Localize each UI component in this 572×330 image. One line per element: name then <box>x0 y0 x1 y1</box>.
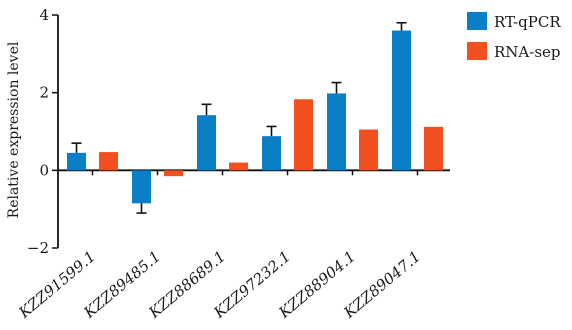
legend: RT-qPCR RNA-sep <box>467 12 561 61</box>
legend-label-rna-sep: RNA-sep <box>494 43 561 61</box>
error-bars <box>71 21 407 214</box>
bar-rt-qpcr <box>132 170 151 204</box>
axes <box>57 15 450 248</box>
bar-rt-qpcr <box>262 136 281 171</box>
x-category-labels: KZZ91599.1KZZ89485.1KZZ88689.1KZZ97232.1… <box>15 170 424 322</box>
bar-rt-qpcr <box>197 115 216 171</box>
bar-rt-qpcr <box>327 93 346 171</box>
bar-rna-sep <box>99 152 118 171</box>
bar-rt-qpcr <box>67 152 86 171</box>
bar-rna-sep <box>424 126 443 171</box>
bars <box>67 30 443 204</box>
bar-rna-sep <box>294 99 313 171</box>
legend-swatch-rna-sep <box>467 42 487 60</box>
legend-swatch-rt-qpcr <box>467 12 487 30</box>
y-tick-label: 4 <box>39 6 49 24</box>
y-axis-title: Relative expression level <box>6 41 22 218</box>
bar-rna-sep <box>229 162 248 171</box>
bar-rt-qpcr <box>392 30 411 171</box>
y-tick-label: 2 <box>39 84 49 102</box>
bar-rna-sep <box>164 170 183 177</box>
y-ticks: −2 0 2 4 <box>27 6 58 257</box>
legend-label-rt-qpcr: RT-qPCR <box>494 13 561 31</box>
bar-rna-sep <box>359 129 378 171</box>
y-tick-label: 0 <box>39 161 49 179</box>
y-tick-label: −2 <box>27 239 49 257</box>
